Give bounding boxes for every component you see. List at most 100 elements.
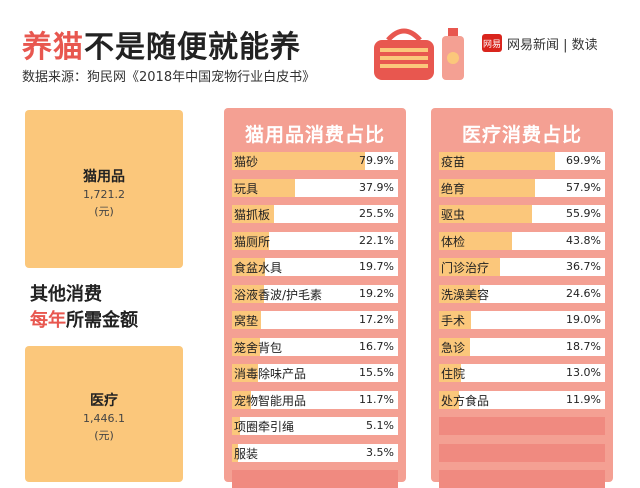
supplies-share-panel: 猫用品消费占比 猫砂 79.9% 玩具 37.9% 猫抓板 25.5% 猫厕所 22.1% 食盆… (224, 108, 406, 488)
value-label: 36.7% (566, 260, 601, 273)
category-label: 住院 (441, 367, 466, 381)
value-label: 13.0% (566, 366, 601, 379)
annual-spend-rest: 所需金额 (66, 310, 138, 331)
bar-row: 服装 3.5% (232, 443, 398, 462)
bar (439, 284, 480, 303)
bar (232, 364, 258, 382)
bar (232, 205, 275, 223)
medical-summary-unit: (元) (94, 429, 114, 442)
empty-row (439, 470, 605, 488)
value-label: 17.2% (359, 313, 394, 326)
bar-row: 项圈牵引绳 5.1% (232, 417, 398, 435)
value-label: 57.9% (566, 180, 601, 194)
category-label: 浴液香波/护毛素 (234, 287, 323, 302)
empty-row (439, 417, 605, 435)
bar (439, 364, 461, 382)
bar (232, 178, 295, 197)
category-label: 窝垫 (234, 314, 259, 328)
supplies-summary-name: 猫用品 (83, 169, 125, 185)
bar (232, 337, 260, 356)
value-label: 15.5% (359, 366, 394, 379)
value-label: 19.2% (359, 286, 394, 300)
bar-row: 浴液香波/护毛素 19.2% (232, 284, 398, 303)
brand: 网易 网易新闻 | 数读 (482, 34, 598, 53)
value-label: 37.9% (359, 180, 394, 194)
category-label: 急诊 (441, 340, 466, 355)
bar (439, 205, 532, 223)
bar (232, 231, 269, 250)
bar-row: 处方食品 11.9% (439, 390, 605, 409)
medical-summary-name: 医疗 (90, 393, 118, 409)
data-source: 数据来源：狗民网《2018年中国宠物行业白皮书》 (22, 70, 316, 85)
supplies-share-title: 猫用品消费占比 (244, 124, 385, 146)
bar-row: 消毒除味产品 15.5% (232, 364, 398, 382)
bar-row: 猫抓板 25.5% (232, 205, 398, 223)
category-label: 猫抓板 (234, 208, 271, 222)
annual-spend-label: 其他消费 每年所需金额 (30, 282, 138, 334)
bar-row: 猫砂 79.9% (232, 152, 398, 170)
bar (232, 443, 238, 462)
bar (439, 231, 512, 250)
bar (439, 311, 471, 329)
category-label: 笼舍背包 (234, 340, 283, 355)
empty-row (232, 470, 398, 488)
bar (232, 311, 261, 329)
bar-row: 洗澡美容 24.6% (439, 284, 605, 303)
bar (439, 178, 536, 197)
pet-carrier-illustration (374, 28, 464, 80)
value-label: 25.5% (359, 207, 394, 220)
bar (439, 390, 459, 409)
value-label: 18.7% (566, 339, 601, 353)
bar-row: 窝垫 17.2% (232, 311, 398, 329)
bar-row: 急诊 18.7% (439, 337, 605, 356)
value-label: 24.6% (566, 286, 601, 300)
netease-logo-icon: 网易 (482, 34, 502, 52)
supplies-summary-unit: (元) (94, 205, 114, 218)
title-accent: 养猫 (22, 30, 84, 65)
value-label: 19.0% (566, 313, 601, 326)
bar-row: 体检 43.8% (439, 231, 605, 250)
value-label: 11.9% (566, 392, 601, 406)
bar (232, 284, 264, 303)
category-label: 绝育 (441, 181, 466, 196)
category-label: 猫厕所 (234, 234, 271, 249)
value-label: 16.7% (359, 339, 394, 353)
value-label: 5.1% (366, 419, 394, 432)
bar (232, 258, 265, 276)
supplies-summary-amount: 1,721.2 (83, 188, 125, 201)
page-title: 养猫不是随便就能养 (22, 22, 301, 66)
medical-summary-card: 医疗 1,446.1 (元) (25, 346, 183, 482)
bar (232, 152, 365, 170)
title-rest: 不是随便就能养 (84, 30, 301, 65)
value-label: 69.9% (566, 154, 601, 167)
bar-row: 疫苗 69.9% (439, 152, 605, 170)
category-label: 驱虫 (441, 208, 466, 222)
medical-share-panel: 医疗消费占比 疫苗 69.9% 绝育 57.9% 驱虫 55.9% 体检 43.8% 门诊治疗 3… (431, 108, 613, 488)
category-label: 猫砂 (234, 155, 259, 169)
bar-row: 玩具 37.9% (232, 178, 398, 197)
bar-row: 宠物智能用品 11.7% (232, 390, 398, 409)
value-label: 19.7% (359, 260, 394, 273)
category-label: 玩具 (234, 181, 259, 196)
bar-row: 食盆水具 19.7% (232, 258, 398, 276)
brand-text: 网易新闻 | 数读 (507, 37, 598, 53)
bar-row: 住院 13.0% (439, 364, 605, 382)
value-label: 22.1% (359, 233, 394, 247)
category-label: 宠物智能用品 (234, 393, 307, 408)
category-label: 体检 (441, 234, 466, 249)
medical-summary-amount: 1,446.1 (83, 412, 125, 425)
category-label: 处方食品 (441, 393, 490, 408)
value-label: 79.9% (359, 154, 394, 167)
supplies-summary-card: 猫用品 1,721.2 (元) (25, 110, 183, 268)
value-label: 3.5% (366, 445, 394, 459)
bar-row: 门诊治疗 36.7% (439, 258, 605, 276)
category-label: 消毒除味产品 (234, 367, 307, 381)
bar (439, 337, 471, 356)
bar (439, 258, 500, 276)
medical-share-title: 医疗消费占比 (461, 124, 582, 146)
bar (232, 417, 241, 435)
bar-row: 猫厕所 22.1% (232, 231, 398, 250)
bar-row: 手术 19.0% (439, 311, 605, 329)
value-label: 11.7% (359, 392, 394, 406)
carrier-handle-icon (386, 28, 422, 42)
